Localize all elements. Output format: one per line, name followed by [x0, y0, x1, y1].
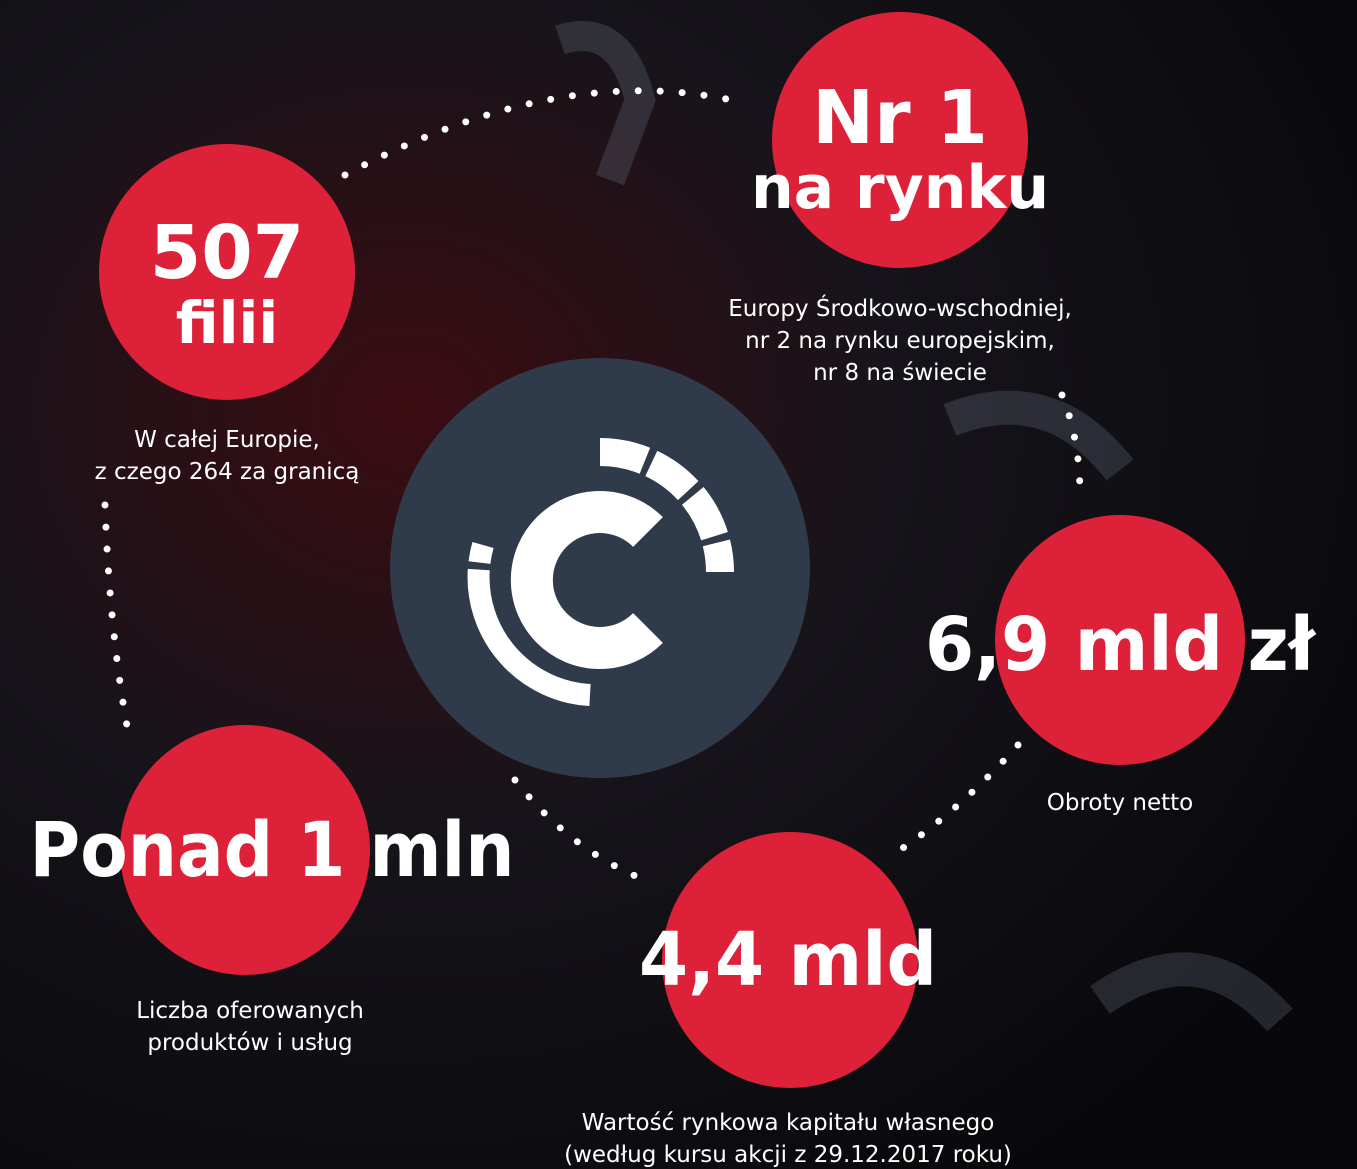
stat-headline: 6,9 mld zł [925, 602, 1316, 688]
stat-description: nr 2 na rynku europejskim, [745, 328, 1055, 354]
stat-description: (według kursu akcji z 29.12.2017 roku) [564, 1142, 1012, 1168]
stat-headline: filii [176, 289, 279, 357]
stat-headline: 507 [150, 210, 304, 296]
stat-description: Obroty netto [1047, 790, 1194, 816]
stat-description: W całej Europie, [134, 427, 320, 453]
infographic: 507 filii W całej Europie, z czego 264 z… [0, 0, 1357, 1169]
stat-headline: na rynku [751, 153, 1049, 223]
stat-description: z czego 264 za granicą [95, 459, 360, 485]
logo-circle [390, 358, 810, 778]
stat-description: Liczba oferowanych [136, 998, 364, 1024]
stat-description: Europy Środkowo-wschodniej, [728, 294, 1072, 322]
stat-description: produktów i usług [147, 1030, 352, 1056]
stat-description: nr 8 na świecie [813, 360, 987, 386]
stat-headline: Ponad 1 mln [30, 805, 515, 894]
stat-headline: 4,4 mld [639, 917, 937, 1003]
stat-headline: Nr 1 [812, 75, 988, 161]
stat-description: Wartość rynkowa kapitału własnego [582, 1110, 995, 1136]
